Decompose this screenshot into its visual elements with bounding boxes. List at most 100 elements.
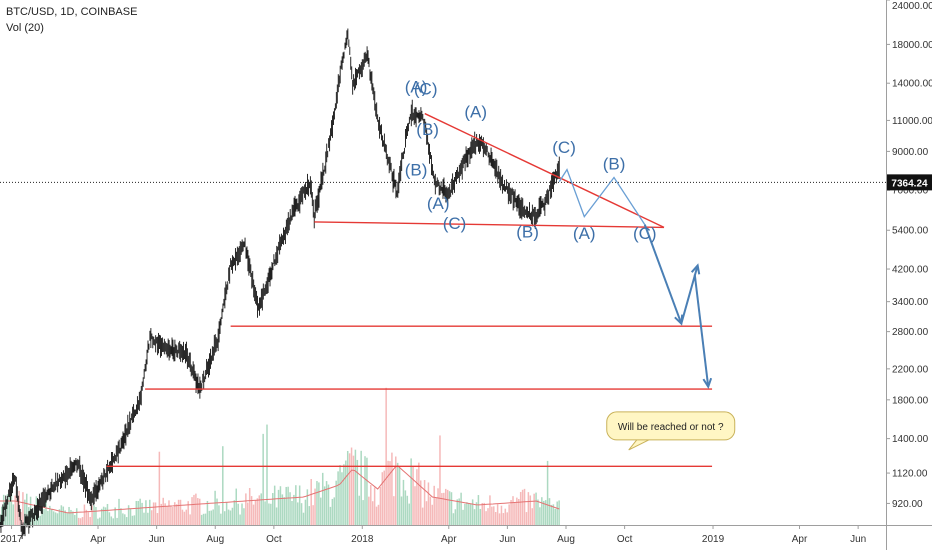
volume-bar — [283, 497, 286, 525]
volume-bar — [308, 506, 311, 525]
volume-bar — [439, 435, 441, 525]
y-tick-label: 14000.00 — [892, 79, 932, 90]
wave-label: (C) — [552, 138, 576, 157]
volume-bar — [331, 498, 334, 525]
volume-bar — [266, 424, 268, 525]
y-tick-label: 1400.00 — [892, 434, 929, 445]
volume-bar — [147, 512, 149, 525]
wave-label: (B) — [405, 160, 428, 179]
trend-lines-layer — [0, 112, 886, 468]
volume-bar — [237, 503, 239, 525]
volume-bar — [89, 516, 91, 525]
volume-bar — [20, 511, 22, 525]
volume-bar — [97, 518, 99, 525]
volume-bar — [535, 492, 537, 525]
volume-bar — [329, 506, 332, 525]
volume-bar — [468, 503, 470, 525]
volume-bar — [437, 488, 439, 525]
volume-bar — [72, 511, 74, 525]
volume-bar — [227, 509, 230, 525]
volume-bar — [26, 493, 28, 525]
volume-bar — [50, 509, 53, 525]
price-layer — [0, 28, 560, 540]
volume-bar — [304, 499, 307, 525]
volume-bar — [396, 462, 399, 525]
volume-bar — [212, 509, 214, 525]
volume-bar — [410, 458, 412, 525]
y-tick-label: 2800.00 — [892, 327, 929, 338]
volume-bar — [66, 512, 68, 525]
volume-bar — [352, 455, 355, 525]
volume-bar — [502, 513, 505, 525]
volume-bar — [193, 494, 195, 525]
volume-layer — [0, 387, 560, 525]
volume-bar — [122, 513, 124, 525]
volume-bar — [364, 456, 366, 525]
volume-bar — [514, 502, 516, 525]
x-tick-label: 2018 — [351, 534, 374, 545]
volume-bar — [477, 495, 480, 525]
volume-bar — [366, 457, 368, 525]
y-tick-label: 4200.00 — [892, 265, 929, 276]
volume-bar — [314, 488, 316, 525]
volume-bar — [296, 502, 299, 525]
x-tick-label: Apr — [441, 534, 457, 545]
volume-bar — [527, 492, 530, 525]
volume-bar — [218, 505, 220, 525]
volume-bar — [250, 496, 253, 525]
volume-bar — [506, 512, 508, 525]
volume-bar — [310, 479, 312, 525]
volume-bar — [419, 480, 422, 525]
volume-bar — [483, 502, 485, 525]
volume-bar — [558, 500, 560, 525]
x-tick-label: Aug — [557, 534, 575, 545]
volume-bar — [75, 508, 78, 525]
volume-bar — [58, 509, 61, 525]
volume-bar — [433, 485, 435, 525]
volume-bar — [466, 502, 468, 525]
volume-bar — [496, 504, 499, 525]
x-tick-label: Jun — [850, 534, 866, 545]
arrow-head — [690, 263, 701, 275]
volume-bar — [341, 472, 343, 525]
volume-bar — [154, 502, 157, 525]
volume-bar — [533, 493, 535, 525]
wave-label: (C) — [633, 224, 657, 243]
volume-bar — [379, 486, 382, 525]
volume-bar — [91, 505, 93, 525]
volume-bar — [39, 515, 41, 525]
volume-bar — [316, 481, 318, 525]
volume-bar — [464, 503, 466, 525]
volume-bar — [389, 461, 391, 525]
volume-bar — [287, 486, 289, 525]
volume-bar — [521, 489, 524, 525]
volume-bar — [393, 496, 395, 525]
volume-bar — [162, 497, 164, 525]
volume-bar — [272, 493, 274, 525]
volume-bar — [293, 494, 295, 525]
volume-bar — [508, 504, 510, 525]
volume-bar — [518, 498, 520, 525]
volume-bar — [346, 450, 349, 525]
volume-bar — [231, 507, 234, 525]
volume-bar — [139, 498, 141, 525]
volume-bar — [95, 507, 97, 525]
volume-bar — [383, 470, 385, 525]
volume-bar — [225, 502, 228, 525]
volume-bar — [108, 512, 111, 525]
volume-bar — [241, 503, 243, 525]
volume-bar — [143, 512, 145, 525]
volume-bar — [6, 494, 9, 525]
volume-bar — [206, 500, 209, 525]
symbol-legend: BTC/USD, 1D, COINBASE — [6, 6, 138, 18]
volume-bar — [277, 489, 280, 525]
volume-bar — [337, 471, 339, 525]
volume-bar — [258, 495, 261, 525]
volume-bar — [377, 504, 380, 525]
volume-bar — [489, 495, 491, 525]
y-tick-label: 9000.00 — [892, 147, 929, 158]
volume-bar — [197, 498, 199, 525]
volume-bar — [312, 505, 314, 525]
volume-bar — [264, 501, 266, 525]
